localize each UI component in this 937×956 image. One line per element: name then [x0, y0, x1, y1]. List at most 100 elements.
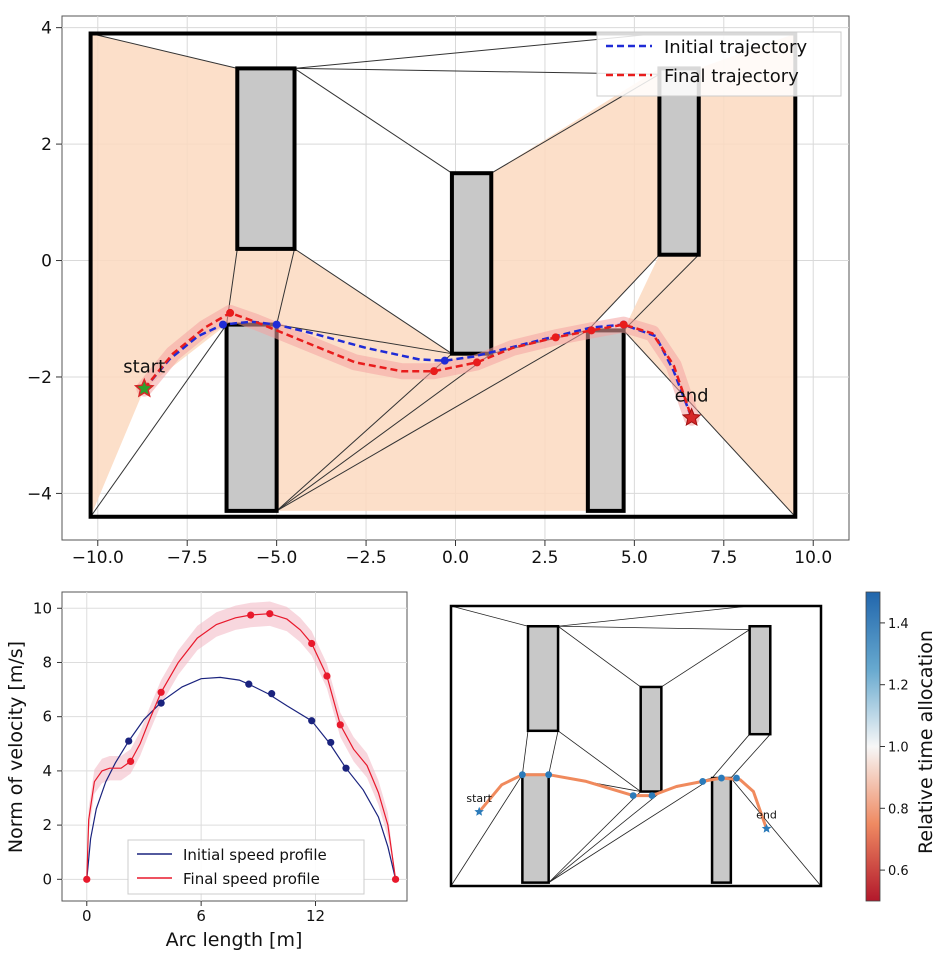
- initial-speed-marker: [125, 737, 133, 745]
- map-graph-edge: [711, 733, 750, 779]
- graph-edge: [276, 324, 453, 355]
- legend-initial-speed-label: Initial speed profile: [183, 846, 327, 864]
- speed-x-tick-label: 0: [82, 907, 92, 925]
- start-marker: [133, 377, 155, 398]
- map-graph-edge: [557, 730, 641, 792]
- end-label: end: [675, 386, 709, 407]
- final-speed-marker: [83, 875, 91, 883]
- free-region: [90, 33, 238, 517]
- free-region: [623, 33, 796, 517]
- obstacle: [235, 66, 297, 251]
- final-waypoint: [472, 358, 481, 367]
- map-graph-edge: [557, 625, 641, 688]
- final-speed-marker: [157, 688, 165, 696]
- trajectory-map-ticks: −10.0 −7.5 −5.0 −2.5 0.0 2.5 5.0 7.5 10.0 4 2 0 −2 −4: [27, 19, 832, 568]
- map-graph-edge: [548, 730, 559, 775]
- map-graph-edge: [548, 791, 662, 883]
- obstacle: [657, 66, 701, 257]
- colorbar-label: Relative time allocation: [915, 630, 937, 854]
- map-waypoint: [518, 771, 526, 779]
- speed-legend-box: [127, 839, 365, 895]
- speed-y-tick-label: 0: [42, 870, 52, 888]
- final-speed-marker: [323, 672, 331, 680]
- map-start-label: start: [466, 792, 492, 805]
- graph-edge: [623, 254, 700, 331]
- colorbar-ticks: 0.6 0.8 1.0 1.2 1.4: [880, 617, 909, 879]
- map-graph-edge: [661, 629, 750, 688]
- map-graph-edge: [548, 791, 641, 883]
- final-trajectory-line: [143, 311, 693, 419]
- map-graph-edge: [521, 730, 529, 775]
- map-waypoint: [648, 792, 656, 799]
- map-graph-edge: [558, 625, 750, 631]
- graph-edge: [587, 254, 660, 331]
- trajectory-map-panel: −10.0 −7.5 −5.0 −2.5 0.0 2.5 5.0 7.5 10.0 4 2 0 −2 −4…: [27, 15, 850, 568]
- final-waypoint: [587, 326, 596, 335]
- final-speed-marker: [336, 721, 344, 729]
- graph-edge: [276, 248, 296, 325]
- free-region: [491, 68, 660, 354]
- map-end-marker: [761, 823, 772, 833]
- final-speed-marker: [127, 757, 135, 766]
- map-obstacle: [521, 773, 550, 884]
- legend-final-label: Final trajectory: [664, 66, 799, 87]
- map-graph-edge: [450, 605, 529, 627]
- free-region: [226, 248, 452, 511]
- colorbar-tick-label: 1.0: [888, 741, 909, 756]
- y-tick-label: 2: [41, 135, 52, 155]
- x-tick-label: 5.0: [621, 548, 648, 568]
- time-allocation-map: [449, 604, 823, 888]
- x-tick-label: −2.5: [345, 548, 386, 568]
- final-waypoint: [226, 308, 235, 317]
- colorbar-tick-label: 1.4: [888, 617, 909, 632]
- initial-speed-marker: [268, 690, 276, 698]
- map-obstacle: [710, 776, 733, 884]
- x-tick-label: −5.0: [256, 548, 297, 568]
- map-waypoint: [699, 778, 707, 785]
- final-waypoint: [619, 320, 628, 329]
- final-speed-marker: [391, 875, 400, 883]
- graph-edge: [276, 353, 453, 512]
- map-graph-edge: [730, 733, 771, 779]
- map-end-label: end: [756, 809, 777, 822]
- graph-edge: [276, 353, 492, 512]
- initial-speed-marker: [308, 717, 316, 725]
- graph-edge: [294, 67, 453, 174]
- speed-profile-panel: 0 6 12 0 2 4 6 8 10 Arc length [m] Norm of veloc…: [5, 591, 408, 951]
- map-waypoint: [629, 792, 637, 799]
- colorbar-tick-label: 1.2: [888, 679, 909, 694]
- time-allocation-panel: start end 0.6 0.8 1.0 1.2 1.4 Relative time …: [449, 591, 937, 902]
- final-waypoint: [430, 367, 439, 376]
- speed-profile-ticks: 0 6 12 0 2 4 6 8 10: [33, 599, 325, 925]
- x-tick-label: 10.0: [794, 548, 832, 568]
- graph-edge: [276, 329, 589, 512]
- boundary-outline: [88, 31, 798, 519]
- colorbar: [865, 591, 881, 902]
- map-graph-edge: [548, 777, 713, 883]
- final-speed-marker: [247, 611, 255, 619]
- map-graph-edge: [730, 777, 822, 887]
- x-tick-label: 2.5: [531, 548, 558, 568]
- graph-edge: [90, 32, 238, 69]
- y-tick-label: 0: [41, 252, 52, 272]
- final-speed-marker: [308, 639, 316, 648]
- map-boundary: [449, 604, 823, 888]
- initial-speed-marker: [157, 699, 165, 707]
- final-waypoint: [551, 333, 560, 342]
- time-allocation-path: [474, 771, 772, 833]
- map-waypoint: [545, 771, 553, 779]
- x-tick-label: −7.5: [167, 548, 208, 568]
- map-obstacle: [526, 624, 560, 733]
- initial-speed-line: [86, 676, 397, 880]
- graph-edge: [90, 324, 227, 517]
- speed-x-axis-label: Arc length [m]: [166, 929, 303, 951]
- speed-x-tick-label: 12: [306, 907, 325, 925]
- workspace-boundary: [88, 31, 798, 519]
- obstacle: [585, 328, 626, 513]
- map-waypoint: [718, 774, 725, 782]
- obstacle: [224, 322, 279, 513]
- speed-y-tick-label: 10: [33, 599, 52, 617]
- initial-speed-marker: [245, 680, 253, 688]
- speed-x-tick-label: 6: [196, 907, 206, 925]
